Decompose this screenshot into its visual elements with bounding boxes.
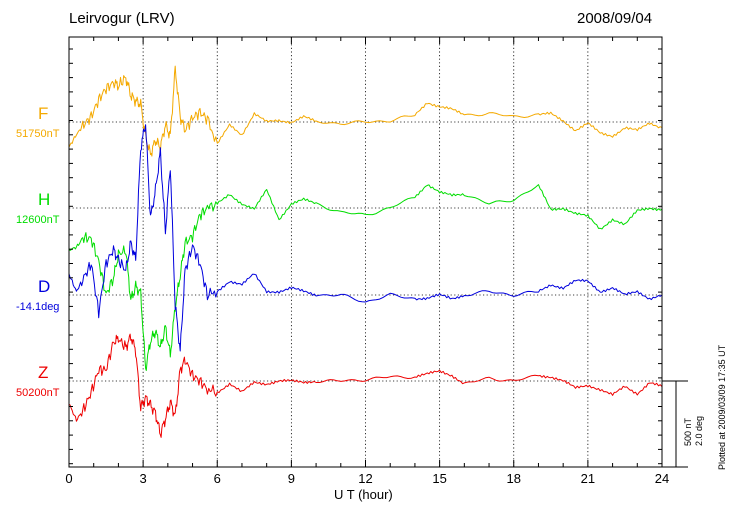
legend-z-name: Z (38, 363, 49, 382)
x-tick-label: 9 (288, 471, 295, 486)
x-tick-label: 0 (65, 471, 72, 486)
grid-lines (69, 37, 662, 467)
legend-h-baseline: 12600nT (16, 214, 60, 226)
x-tick-label: 6 (214, 471, 221, 486)
legend-h-name: H (38, 190, 51, 209)
axis-ticks: 0 3 6 9 12 15 18 21 24 (65, 37, 669, 486)
x-tick-label: 24 (655, 471, 669, 486)
scale-bar (662, 380, 688, 468)
date-label: 2008/09/04 (577, 10, 653, 27)
series-line-f (68, 65, 663, 157)
x-tick-label: 18 (507, 471, 521, 486)
station-title: Leirvogur (LRV) (69, 10, 175, 27)
x-tick-label: 3 (140, 471, 147, 486)
plot-frame (68, 36, 663, 468)
legend-f-name: F (38, 104, 49, 123)
series-line-h (68, 184, 663, 371)
scale-bar-deg-label: 2.0 deg (694, 415, 704, 446)
x-tick-label: 21 (581, 471, 595, 486)
series-line-d (68, 124, 663, 352)
legend-f-baseline: 51750nT (16, 128, 60, 140)
legend-d-baseline: -14.1deg (16, 301, 60, 313)
scale-bar-nt-label: 500 nT (683, 417, 693, 446)
x-axis-label: U T (hour) (334, 487, 393, 502)
x-tick-label: 12 (358, 471, 372, 486)
plot-timestamp: Plotted at 2009/03/09 17:35 UT (717, 344, 727, 470)
series-line-z (68, 333, 663, 438)
series-layer (68, 65, 663, 438)
legend-z-baseline: 50200nT (16, 387, 60, 399)
x-tick-label: 15 (432, 471, 446, 486)
legend-d-name: D (38, 277, 51, 296)
